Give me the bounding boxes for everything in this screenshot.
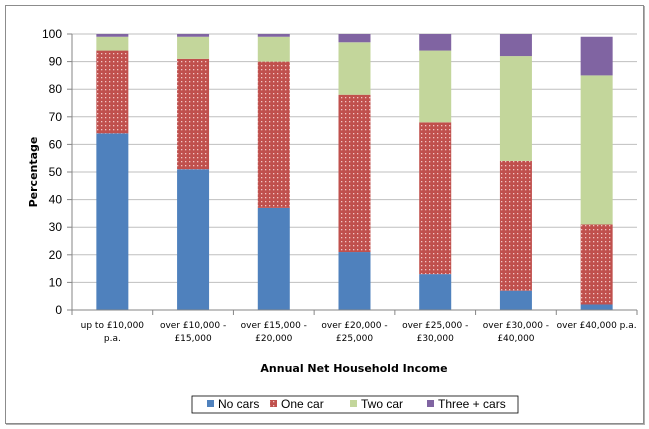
x-tick-label: p.a. <box>104 334 121 344</box>
x-tick-label: over £20,000 - <box>321 321 387 331</box>
x-tick-label: £15,000 <box>174 334 211 344</box>
bar-segment-three-cars <box>338 34 371 43</box>
y-tick-label: 80 <box>49 82 63 96</box>
bar-segment-one-car <box>177 58 210 170</box>
legend-swatch <box>270 400 277 407</box>
bar-segment-three-cars <box>499 34 532 57</box>
x-tick-label: £40,000 <box>497 334 534 344</box>
bar-segment-one-car <box>580 224 613 305</box>
x-tick-label: £25,000 <box>336 334 373 344</box>
legend-label: No cars <box>218 397 259 411</box>
legend-label: Three + cars <box>438 397 506 411</box>
legend-swatch <box>207 400 214 407</box>
y-tick-label: 30 <box>49 220 63 234</box>
bar-segment-no-cars <box>96 133 129 310</box>
legend: No cars One car Two car Three + cars <box>191 395 519 414</box>
bar-segment-three-cars <box>96 34 129 37</box>
x-tick-labels: up to £10,000 p.a. over £10,000 - £15,000 ov… <box>81 321 637 344</box>
y-tick-label: 40 <box>49 193 63 207</box>
x-tick-label: over £25,000 - <box>402 321 468 331</box>
bar-segment-no-cars <box>338 252 371 310</box>
y-tick-label: 70 <box>49 110 63 124</box>
x-tick-label: over £15,000 - <box>241 321 307 331</box>
bar-segment-three-cars <box>580 36 613 76</box>
bar-segment-one-car <box>257 61 290 208</box>
y-tick-label: 100 <box>42 27 62 41</box>
bar-segment-three-cars <box>177 34 210 37</box>
bar-segment-two-car <box>257 36 290 62</box>
y-axis-title: Percentage <box>27 137 40 208</box>
bar-segment-two-car <box>177 36 210 59</box>
x-tick-label: £20,000 <box>255 334 292 344</box>
legend-swatch <box>427 400 434 407</box>
bar-segment-no-cars <box>580 304 613 310</box>
x-tick-label: up to £10,000 <box>81 321 145 331</box>
bars <box>96 34 613 310</box>
x-tick-label: over £30,000 - <box>483 321 549 331</box>
y-tick-label: 50 <box>49 165 63 179</box>
y-tick-label: 10 <box>49 275 63 289</box>
y-tick-label: 20 <box>49 248 63 262</box>
bar-segment-two-car <box>338 42 371 95</box>
bar-segment-one-car <box>96 50 129 134</box>
bar-segment-no-cars <box>419 274 452 310</box>
y-tick-label: 0 <box>55 303 62 317</box>
bar-segment-one-car <box>419 122 452 275</box>
x-tick-label: £30,000 <box>417 334 454 344</box>
bar-segment-two-car <box>419 50 452 123</box>
bar-segment-two-car <box>96 36 129 51</box>
x-axis-title: Annual Net Household Income <box>260 362 447 375</box>
bar-segment-one-car <box>499 160 532 291</box>
legend-label: One car <box>281 397 324 411</box>
y-tick-label: 60 <box>49 137 63 151</box>
y-tick-labels: 0 10 20 30 40 50 60 70 80 90 100 <box>42 27 62 317</box>
bar-segment-three-cars <box>257 34 290 37</box>
bar-segment-three-cars <box>419 34 452 51</box>
bar-segment-no-cars <box>177 169 210 310</box>
legend-swatch <box>350 400 357 407</box>
x-tick-label: over £40,000 p.a. <box>557 321 637 331</box>
axes <box>71 34 638 315</box>
bar-segment-no-cars <box>499 290 532 310</box>
x-tick-label: over £10,000 - <box>160 321 226 331</box>
bar-segment-no-cars <box>257 207 290 310</box>
y-tick-label: 90 <box>49 55 63 69</box>
bar-segment-two-car <box>580 75 613 225</box>
bar-segment-two-car <box>499 56 532 161</box>
bar-segment-one-car <box>338 94 371 253</box>
legend-label: Two car <box>361 397 403 411</box>
